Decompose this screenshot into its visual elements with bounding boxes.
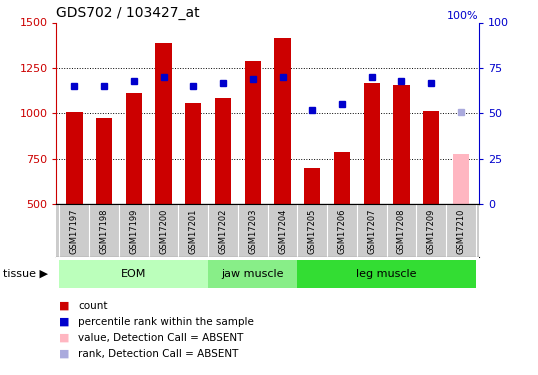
Bar	[66, 112, 82, 204]
Bar	[304, 168, 321, 204]
Text: count: count	[78, 301, 108, 310]
Bar	[274, 38, 291, 204]
Bar	[155, 44, 172, 204]
Bar	[60, 260, 208, 288]
Text: ■: ■	[59, 317, 70, 327]
Text: tissue ▶: tissue ▶	[3, 269, 48, 279]
Text: jaw muscle: jaw muscle	[222, 269, 284, 279]
Text: GSM17208: GSM17208	[397, 209, 406, 254]
Text: GSM17206: GSM17206	[337, 209, 346, 254]
Text: GSM17197: GSM17197	[70, 209, 79, 254]
Text: GSM17207: GSM17207	[367, 209, 376, 254]
Text: ■: ■	[59, 333, 70, 343]
Bar	[215, 98, 231, 204]
Text: 100%: 100%	[447, 10, 479, 21]
Bar	[364, 83, 380, 204]
Text: ■: ■	[59, 349, 70, 359]
Text: GSM17203: GSM17203	[248, 209, 257, 254]
Text: ■: ■	[59, 301, 70, 310]
Bar	[423, 111, 440, 204]
Text: GSM17205: GSM17205	[308, 209, 317, 254]
Text: rank, Detection Call = ABSENT: rank, Detection Call = ABSENT	[78, 349, 238, 359]
Bar	[393, 85, 409, 204]
Bar	[126, 93, 142, 204]
Text: GSM17204: GSM17204	[278, 209, 287, 254]
Bar	[245, 61, 261, 204]
Text: value, Detection Call = ABSENT: value, Detection Call = ABSENT	[78, 333, 243, 343]
Bar	[298, 260, 476, 288]
Text: GSM17209: GSM17209	[427, 209, 436, 254]
Text: GSM17202: GSM17202	[218, 209, 228, 254]
Bar	[185, 104, 201, 204]
Text: GSM17200: GSM17200	[159, 209, 168, 254]
Text: leg muscle: leg muscle	[356, 269, 417, 279]
Text: GSM17210: GSM17210	[456, 209, 465, 254]
Text: GDS702 / 103427_at: GDS702 / 103427_at	[56, 6, 200, 20]
Bar	[96, 118, 112, 204]
Text: GSM17199: GSM17199	[129, 209, 138, 254]
Bar	[208, 260, 298, 288]
Bar	[453, 154, 469, 204]
Text: percentile rank within the sample: percentile rank within the sample	[78, 317, 254, 327]
Text: GSM17198: GSM17198	[100, 209, 109, 254]
Bar	[334, 152, 350, 204]
Text: GSM17201: GSM17201	[189, 209, 198, 254]
Text: EOM: EOM	[121, 269, 146, 279]
